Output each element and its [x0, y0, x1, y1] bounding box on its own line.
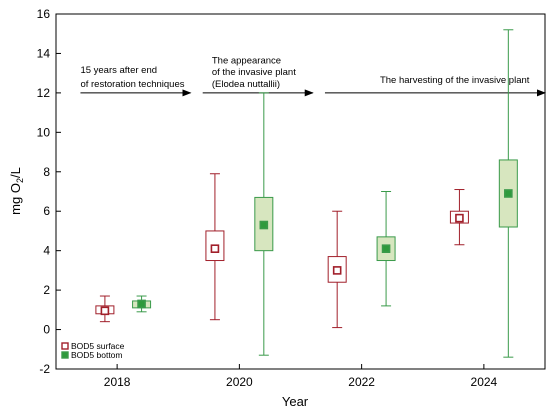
legend-label: BOD5 surface: [71, 341, 125, 351]
x-axis: 2018 2020 2022 2024: [104, 364, 498, 389]
box-bod5-bottom: [498, 29, 518, 358]
y-tick-label: -2: [39, 362, 50, 376]
y-axis: -2 0 2 4 6 8 10 12 14 16: [37, 7, 61, 376]
y-tick-label: 4: [43, 244, 50, 258]
x-axis-title: Year: [282, 394, 309, 409]
y-axis-title-tail: /L: [8, 167, 23, 178]
median-marker: [137, 299, 146, 309]
annotation-text: The appearance: [212, 55, 281, 66]
x-tick-label: 2020: [226, 375, 253, 389]
box-bod5-bottom: [376, 191, 396, 307]
y-tick-label: 14: [37, 46, 51, 60]
x-tick-label: 2024: [471, 375, 498, 389]
y-axis-title-main: mg O: [8, 183, 23, 215]
legend-marker: [61, 342, 69, 350]
x-tick-label: 2022: [348, 375, 375, 389]
y-tick-label: 2: [43, 283, 50, 297]
box-bod5-bottom: [132, 295, 152, 313]
legend-marker: [61, 351, 69, 359]
y-axis-title: mg O2/L: [8, 167, 25, 215]
box-bod5-surface: [205, 173, 225, 321]
median-marker: [455, 213, 464, 223]
annotation-text: The harvesting of the invasive plant: [380, 75, 530, 86]
annotation-text: (Elodea nuttallii): [212, 79, 280, 90]
box-bod5-surface: [95, 295, 115, 323]
box-bod5-bottom: [254, 92, 274, 356]
y-tick-label: 8: [43, 165, 50, 179]
box-bod5-surface: [327, 210, 347, 329]
y-tick-label: 10: [37, 125, 51, 139]
y-tick-label: 16: [37, 7, 51, 21]
y-axis-title-subscript: 2: [15, 178, 25, 183]
median-marker: [100, 306, 110, 316]
annotation-text: of restoration techniques: [80, 79, 184, 90]
plot-area: [55, 13, 546, 370]
legend-label: BOD5 bottom: [71, 350, 123, 360]
median-marker: [210, 244, 220, 253]
box-series: [95, 29, 518, 358]
annotations: 15 years after end of restoration techniq…: [80, 55, 546, 97]
median-marker: [259, 220, 269, 230]
y-tick-label: 0: [43, 323, 50, 337]
x-tick-label: 2018: [104, 375, 131, 389]
median-marker: [332, 266, 342, 275]
annotation-text: of the invasive plant: [212, 67, 296, 78]
annotation-text: 15 years after end: [80, 65, 157, 76]
y-tick-label: 12: [37, 86, 51, 100]
median-marker: [381, 244, 391, 253]
y-tick-label: 6: [43, 204, 50, 218]
box-bod5-surface: [449, 189, 469, 246]
median-marker: [504, 189, 513, 198]
